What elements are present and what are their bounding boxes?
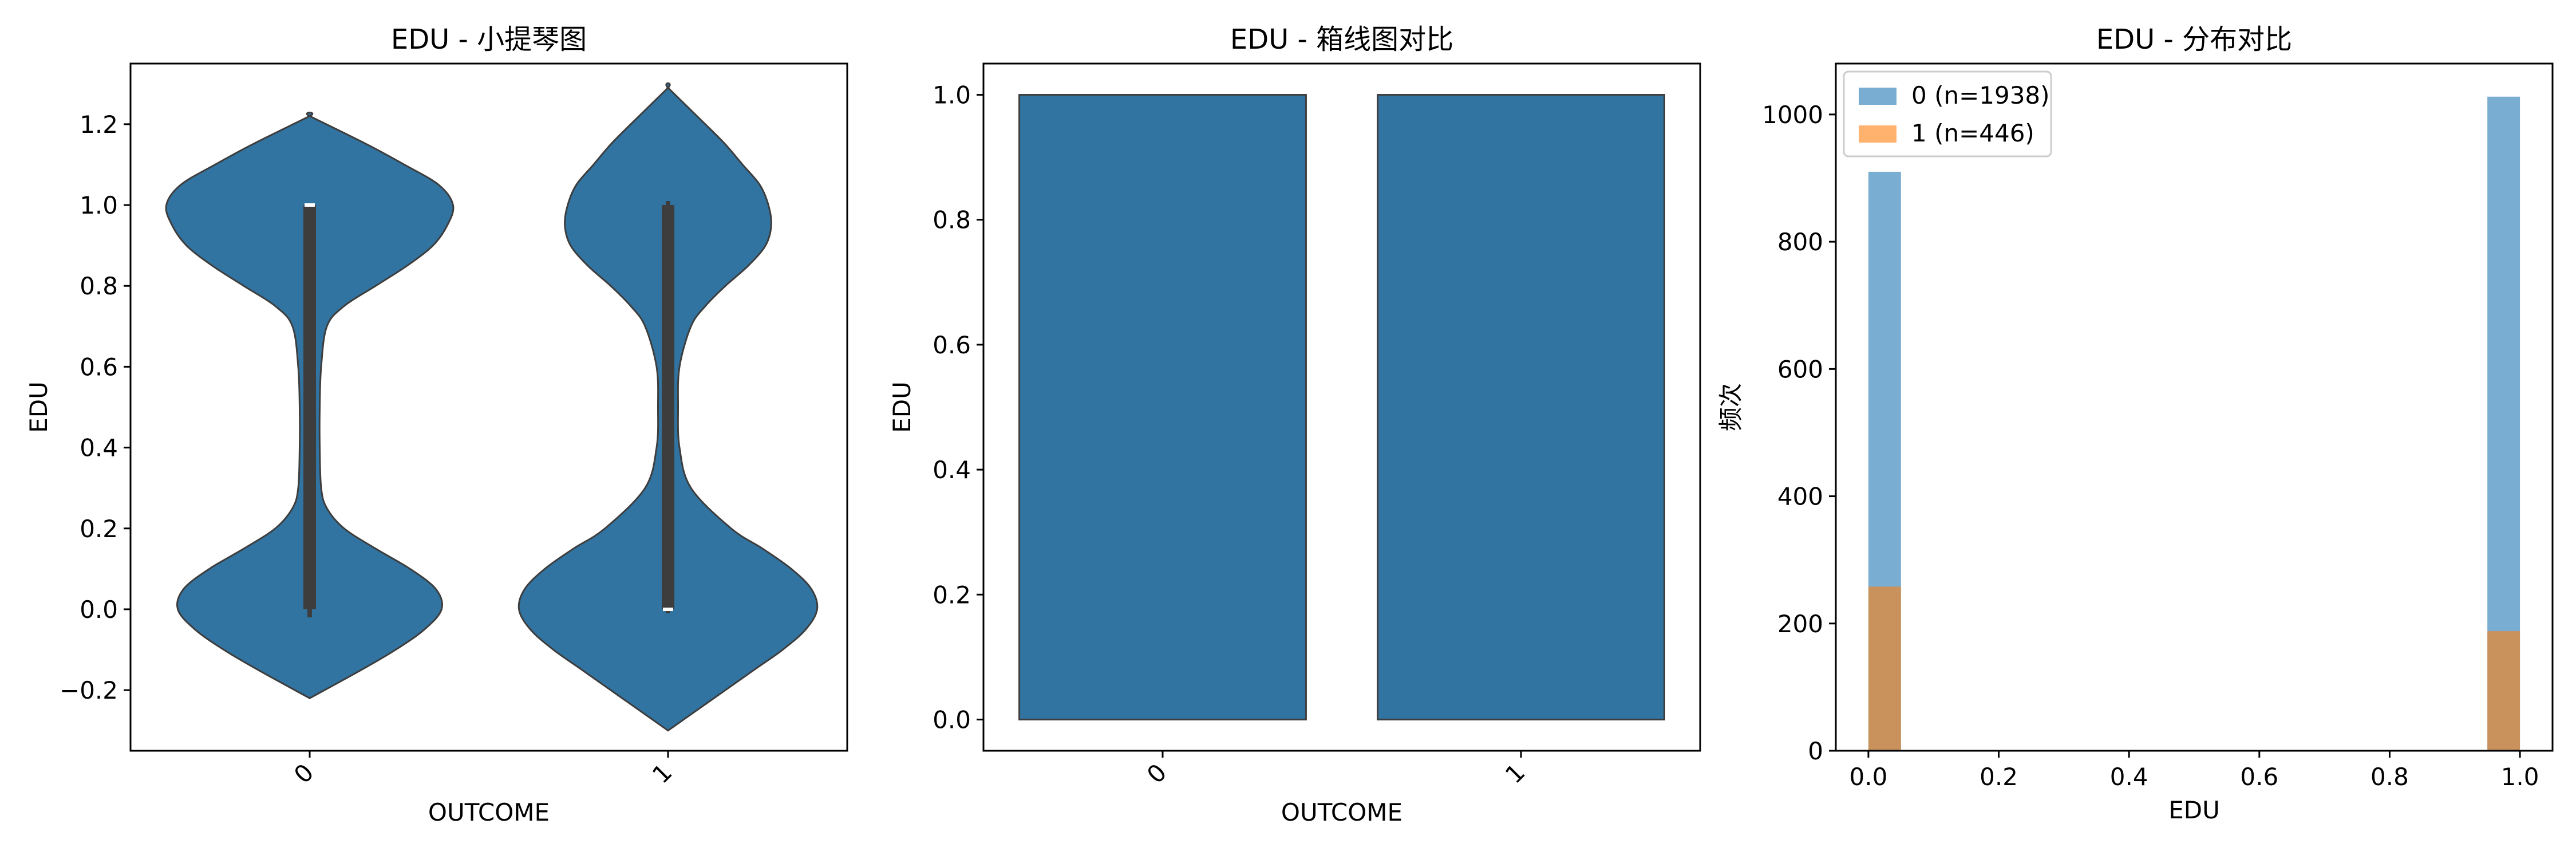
panel-1: EDU - 小提琴图 −0.2 0.0 0.2 0.4 0.6 0.8 1.0 1.2 EDU 0 1… <box>25 23 848 826</box>
hist-bar-series-1 <box>1868 586 1901 751</box>
x-axis-label: OUTCOME <box>428 798 550 826</box>
x-tick-label: 0.8 <box>2370 763 2409 791</box>
y-tick-label: 1.0 <box>80 191 118 219</box>
y-tick-label: 600 <box>1777 355 1823 383</box>
y-tick-label: 0.0 <box>933 706 971 734</box>
axes-frame <box>129 62 848 752</box>
x-tick-label: 1 <box>647 758 678 789</box>
y-axis-label: EDU <box>25 381 53 433</box>
y-tick-label: 1.2 <box>80 111 118 139</box>
x-tick-label: 0.0 <box>1850 763 1888 791</box>
y-axis-label: EDU <box>888 381 916 433</box>
y-tick-label: 0.6 <box>80 353 118 381</box>
legend: 0 (n=1938) 1 (n=446) <box>1843 70 2052 157</box>
y-tick-label: 400 <box>1777 483 1823 511</box>
y-tick-label: 0.4 <box>80 434 118 462</box>
hist-bar-series-1 <box>2487 631 2520 751</box>
x-tick-label: 1 <box>1500 758 1531 789</box>
legend-swatch <box>1859 125 1897 143</box>
y-tick-label: 1.0 <box>933 81 971 109</box>
y-tick-label: 0.2 <box>80 515 118 543</box>
y-tick-label: 0.0 <box>80 596 118 624</box>
x-tick-label: 0.6 <box>2240 763 2278 791</box>
y-axis-label: 频次 <box>1717 383 1745 431</box>
box-1 <box>1377 94 1665 720</box>
axes-frame <box>1835 62 2554 752</box>
panel-3: EDU - 分布对比 0 200 400 600 800 1000 0.0 0.2 0.4 0.6 0… <box>1717 23 2554 824</box>
y-tick-label: 200 <box>1777 610 1823 638</box>
x-tick-label: 0 <box>289 758 319 789</box>
y-tick-label: 0 <box>1808 737 1823 765</box>
axes-frame <box>982 62 1701 752</box>
legend-label: 0 (n=1938) <box>1911 81 2050 109</box>
y-tick-label: −0.2 <box>60 676 118 704</box>
y-tick-label: 0.4 <box>933 456 971 484</box>
x-tick-label: 1.0 <box>2501 763 2539 791</box>
chart-title: EDU - 分布对比 <box>2096 23 2292 56</box>
y-tick-label: 1000 <box>1762 101 1823 129</box>
legend-label: 1 (n=446) <box>1911 119 2034 147</box>
x-axis-label: OUTCOME <box>1281 798 1402 826</box>
box-0 <box>1018 94 1307 720</box>
chart-title: EDU - 箱线图对比 <box>1230 23 1453 56</box>
chart-title: EDU - 小提琴图 <box>391 23 587 56</box>
x-tick-label: 0 <box>1141 758 1172 789</box>
legend-swatch <box>1859 88 1897 105</box>
y-tick-label: 0.8 <box>80 272 118 300</box>
x-tick-label: 0.2 <box>1980 763 2018 791</box>
panel-2: EDU - 箱线图对比 0.0 0.2 0.4 0.6 0.8 1.0 EDU 0 1 OUTCOM… <box>888 23 1701 826</box>
y-tick-label: 0.2 <box>933 581 971 609</box>
y-tick-label: 800 <box>1777 228 1823 256</box>
y-tick-label: 0.8 <box>933 206 971 234</box>
y-tick-label: 0.6 <box>933 331 971 359</box>
x-tick-label: 0.4 <box>2110 763 2148 791</box>
x-axis-label: EDU <box>2168 796 2220 824</box>
